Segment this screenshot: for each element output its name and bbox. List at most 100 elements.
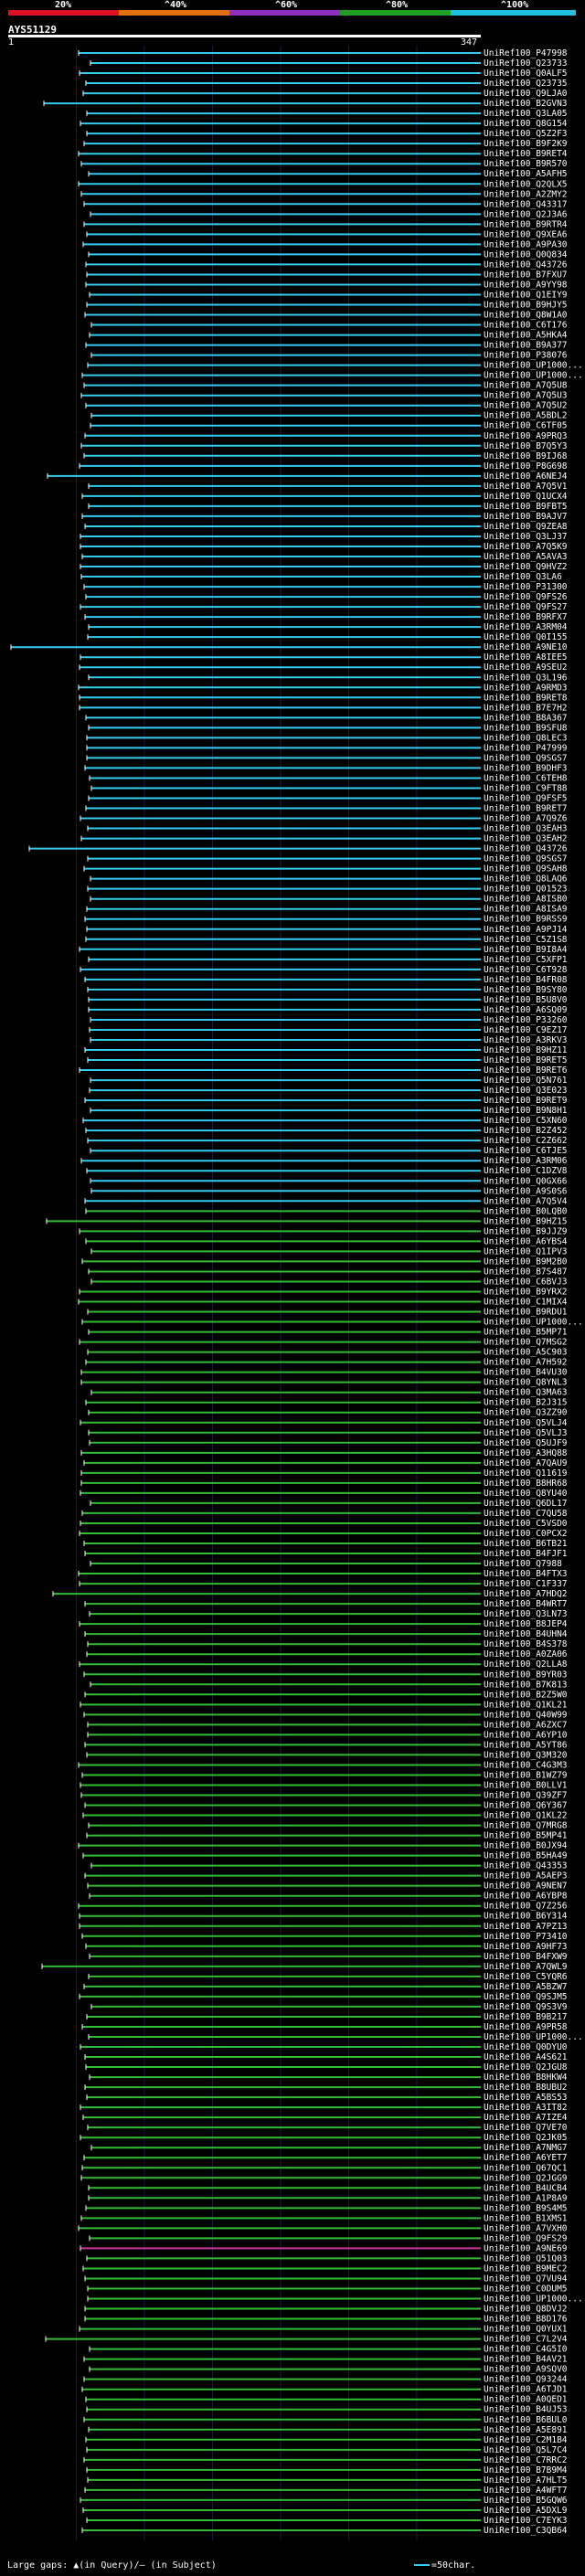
hit-label[interactable]: UniRef100_Q9SJM5 — [484, 1992, 568, 2002]
hit-label[interactable]: UniRef100_B7K813 — [484, 1680, 568, 1690]
hit-label[interactable]: UniRef100_A5HKA4 — [484, 331, 568, 341]
hit-label[interactable]: UniRef100_P73410 — [484, 1932, 568, 1942]
hit-label[interactable]: UniRef100_B0LQB0 — [484, 1206, 568, 1216]
hit-label[interactable]: UniRef100_A7QWL9 — [484, 1962, 568, 1972]
hit-label[interactable]: UniRef100_A9YY98 — [484, 280, 568, 290]
hit-label[interactable]: UniRef100_B9M2B0 — [484, 1256, 568, 1267]
hit-label[interactable]: UniRef100_Q9XEA6 — [484, 229, 568, 239]
hit-label[interactable]: UniRef100_A4S621 — [484, 2052, 568, 2062]
hit-label[interactable]: UniRef100_C7QU58 — [484, 1509, 568, 1519]
hit-label[interactable]: UniRef100_B9AJV7 — [484, 512, 568, 522]
hit-label[interactable]: UniRef100_Q11619 — [484, 1468, 568, 1479]
hit-label[interactable]: UniRef100_Q0YUX1 — [484, 2325, 568, 2335]
hit-label[interactable]: UniRef100_C6TF05 — [484, 421, 568, 431]
hit-label[interactable]: UniRef100_A9SEU2 — [484, 663, 568, 673]
hit-label[interactable]: UniRef100_C0DUM5 — [484, 2284, 568, 2294]
hit-label[interactable]: UniRef100_B5GQW6 — [484, 2496, 568, 2506]
hit-label[interactable]: UniRef100_UP1000... — [484, 1318, 583, 1328]
hit-label[interactable]: UniRef100_B9RET8 — [484, 693, 568, 703]
hit-label[interactable]: UniRef100_A8ISB0 — [484, 895, 568, 905]
hit-label[interactable]: UniRef100_Q3LA6 — [484, 572, 562, 582]
hit-label[interactable]: UniRef100_B6TB21 — [484, 1539, 568, 1549]
hit-label[interactable]: UniRef100_C6T928 — [484, 965, 568, 975]
hit-label[interactable]: UniRef100_A6YP10 — [484, 1730, 568, 1740]
hit-label[interactable]: UniRef100_A7Q5V1 — [484, 482, 568, 492]
hit-label[interactable]: UniRef100_Q9SGS7 — [484, 753, 568, 763]
hit-label[interactable]: UniRef100_A8ISA9 — [484, 905, 568, 915]
hit-label[interactable]: UniRef100_A3RM06 — [484, 1156, 568, 1166]
hit-label[interactable]: UniRef100_B9JJZ9 — [484, 1226, 568, 1236]
hit-label[interactable]: UniRef100_A5C903 — [484, 1348, 568, 1358]
hit-label[interactable]: UniRef100_B9YRX2 — [484, 1287, 568, 1297]
hit-label[interactable]: UniRef100_B9R570 — [484, 159, 568, 169]
hit-label[interactable]: UniRef100_Q2J3A6 — [484, 209, 568, 219]
hit-label[interactable]: UniRef100_B9DHF3 — [484, 763, 568, 773]
hit-label[interactable]: UniRef100_C2M1B4 — [484, 2435, 568, 2445]
hit-label[interactable]: UniRef100_B4WRT7 — [484, 1599, 568, 1609]
hit-label[interactable]: UniRef100_A7NMG7 — [484, 2143, 568, 2153]
hit-label[interactable]: UniRef100_C7RRC2 — [484, 2455, 568, 2465]
hit-label[interactable]: UniRef100_Q3ZZ90 — [484, 1408, 568, 1418]
hit-label[interactable]: UniRef100_C6T176 — [484, 321, 568, 331]
hit-label[interactable]: UniRef100_A9PR58 — [484, 2022, 568, 2032]
hit-label[interactable]: UniRef100_C9EZ17 — [484, 1025, 568, 1035]
hit-label[interactable]: UniRef100_B7FXU7 — [484, 270, 568, 280]
hit-label[interactable]: UniRef100_C5XFP1 — [484, 955, 568, 965]
hit-label[interactable]: UniRef100_P38076 — [484, 351, 568, 361]
hit-label[interactable]: UniRef100_B2Z5W0 — [484, 1690, 568, 1700]
hit-label[interactable]: UniRef100_C0PCX2 — [484, 1529, 568, 1539]
hit-label[interactable]: UniRef100_A0ZA06 — [484, 1649, 568, 1659]
hit-label[interactable]: UniRef100_Q5N761 — [484, 1076, 568, 1086]
hit-label[interactable]: UniRef100_P47998 — [484, 48, 568, 58]
hit-label[interactable]: UniRef100_B5U8V0 — [484, 995, 568, 1005]
hit-label[interactable]: UniRef100_Q3LN73 — [484, 1609, 568, 1619]
hit-label[interactable]: UniRef100_A7Q5U3 — [484, 391, 568, 401]
hit-label[interactable]: UniRef100_Q9LJA0 — [484, 89, 568, 99]
hit-label[interactable]: UniRef100_Q7VU94 — [484, 2274, 568, 2284]
hit-label[interactable]: UniRef100_B9FBT5 — [484, 502, 568, 512]
hit-label[interactable]: UniRef100_B4FJF1 — [484, 1549, 568, 1559]
hit-label[interactable]: UniRef100_A7Q5V4 — [484, 1196, 568, 1206]
hit-label[interactable]: UniRef100_Q3EAH2 — [484, 834, 568, 844]
hit-label[interactable]: UniRef100_C5Z1S8 — [484, 935, 568, 945]
hit-label[interactable]: UniRef100_B9RSS9 — [484, 915, 568, 925]
hit-label[interactable]: UniRef100_B7B9M4 — [484, 2465, 568, 2475]
hit-label[interactable]: UniRef100_C3QB64 — [484, 2526, 568, 2536]
hit-label[interactable]: UniRef100_A1P8A9 — [484, 2193, 568, 2203]
hit-label[interactable]: UniRef100_Q6Y367 — [484, 1801, 568, 1811]
hit-label[interactable]: UniRef100_A9NEN7 — [484, 1882, 568, 1892]
hit-label[interactable]: UniRef100_B8D176 — [484, 2315, 568, 2325]
hit-label[interactable]: UniRef100_C2Z662 — [484, 1136, 568, 1146]
hit-label[interactable]: UniRef100_Q67QC1 — [484, 2163, 568, 2173]
hit-label[interactable]: UniRef100_B9S4M5 — [484, 2203, 568, 2213]
hit-label[interactable]: UniRef100_B9RDU1 — [484, 1308, 568, 1318]
hit-label[interactable]: UniRef100_B8JEP4 — [484, 1619, 568, 1629]
hit-label[interactable]: UniRef100_C1F337 — [484, 1579, 568, 1589]
hit-label[interactable]: UniRef100_Q9FS27 — [484, 602, 568, 612]
hit-label[interactable]: UniRef100_Q9HVZ2 — [484, 562, 568, 572]
hit-label[interactable]: UniRef100_A4WFT7 — [484, 2486, 568, 2496]
hit-label[interactable]: UniRef100_A9PJ14 — [484, 925, 568, 935]
hit-label[interactable]: UniRef100_Q3M320 — [484, 1750, 568, 1760]
hit-label[interactable]: UniRef100_C1DZV8 — [484, 1166, 568, 1176]
hit-label[interactable]: UniRef100_B4FR08 — [484, 975, 568, 985]
hit-label[interactable]: UniRef100_A5AVA3 — [484, 552, 568, 562]
hit-label[interactable]: UniRef100_Q9S3V9 — [484, 2002, 568, 2012]
hit-label[interactable]: UniRef100_B5HA49 — [484, 1851, 568, 1861]
hit-label[interactable]: UniRef100_C1MIX4 — [484, 1298, 568, 1308]
hit-label[interactable]: UniRef100_A3RKV3 — [484, 1035, 568, 1045]
hit-label[interactable]: UniRef100_Q5VLJ3 — [484, 1428, 568, 1438]
hit-label[interactable]: UniRef100_B1XMS1 — [484, 2213, 568, 2223]
hit-label[interactable]: UniRef100_Q5UJF9 — [484, 1438, 568, 1448]
hit-label[interactable]: UniRef100_Q9FS26 — [484, 592, 568, 602]
hit-label[interactable]: UniRef100_Q5VLJ4 — [484, 1418, 568, 1428]
hit-label[interactable]: UniRef100_B9YR03 — [484, 1670, 568, 1680]
hit-label[interactable]: UniRef100_Q6DL17 — [484, 1499, 568, 1509]
hit-label[interactable]: UniRef100_Q0Q834 — [484, 249, 568, 260]
hit-label[interactable]: UniRef100_C4G5I0 — [484, 2345, 568, 2355]
hit-label[interactable]: UniRef100_UP1000... — [484, 371, 583, 381]
hit-label[interactable]: UniRef100_Q51Q03 — [484, 2253, 568, 2263]
hit-label[interactable]: UniRef100_B5MP71 — [484, 1328, 568, 1338]
hit-label[interactable]: UniRef100_A7H592 — [484, 1358, 568, 1368]
hit-label[interactable]: UniRef100_C4G3M3 — [484, 1760, 568, 1770]
